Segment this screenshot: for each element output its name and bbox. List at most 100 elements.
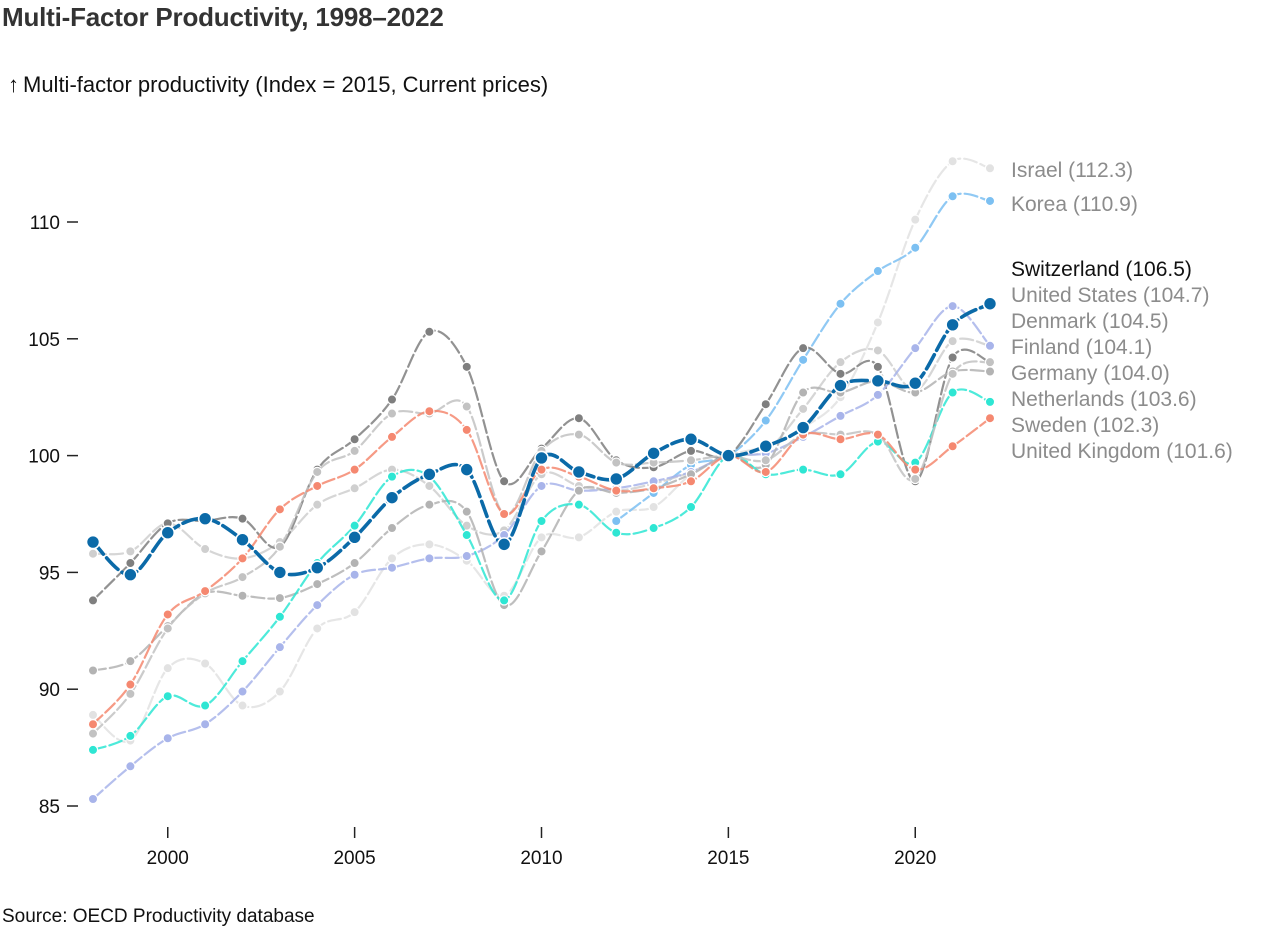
data-point	[947, 352, 958, 363]
data-point	[608, 471, 624, 487]
data-point	[424, 326, 435, 337]
data-point	[384, 490, 400, 505]
data-point	[461, 529, 472, 541]
data-point	[461, 424, 472, 436]
data-point	[498, 476, 510, 487]
data-point	[611, 457, 622, 468]
data-point	[835, 410, 846, 422]
data-point	[424, 499, 435, 510]
x-tick-label: 2020	[894, 848, 936, 869]
data-point	[611, 506, 622, 517]
legend-label-switzerland: Switzerland (106.5)	[1011, 258, 1192, 281]
data-point	[797, 354, 809, 366]
data-point	[125, 557, 136, 569]
data-point	[534, 450, 549, 466]
data-point	[237, 700, 248, 711]
data-point	[422, 466, 437, 482]
data-point	[162, 691, 173, 702]
series-netherlands	[87, 387, 996, 756]
data-point	[945, 317, 960, 333]
data-point	[947, 191, 958, 202]
data-point	[125, 688, 136, 700]
data-point	[573, 413, 585, 424]
data-point	[87, 709, 99, 721]
data-point	[85, 534, 101, 550]
data-point	[797, 342, 809, 354]
data-point	[237, 686, 248, 697]
y-tick-label: 85	[39, 797, 60, 818]
data-point	[536, 480, 547, 492]
data-point	[646, 445, 661, 461]
data-point	[386, 553, 398, 564]
data-point	[797, 464, 809, 475]
data-point	[349, 483, 360, 494]
data-point	[573, 532, 585, 543]
x-tick-label: 2010	[520, 848, 562, 869]
data-point	[984, 356, 996, 368]
data-point	[162, 623, 173, 634]
data-point	[386, 408, 398, 419]
data-point	[237, 571, 248, 583]
data-point	[349, 557, 360, 569]
data-point	[685, 501, 697, 513]
data-point	[498, 508, 510, 520]
data-point	[312, 623, 323, 634]
data-point	[795, 420, 811, 435]
data-point	[312, 599, 323, 611]
series-united-kingdom	[87, 406, 996, 730]
data-point	[536, 464, 547, 475]
data-point	[835, 469, 846, 480]
data-point	[947, 368, 958, 380]
data-point	[947, 387, 958, 398]
legend-label-israel: Israel (112.3)	[1011, 159, 1133, 182]
data-point	[872, 345, 884, 356]
data-point	[611, 485, 622, 496]
data-point	[237, 553, 248, 564]
data-point	[835, 298, 846, 309]
data-point	[199, 543, 211, 555]
data-point	[760, 455, 771, 466]
data-point	[424, 553, 435, 564]
y-tick-label: 95	[39, 563, 60, 584]
y-axis-label: ↑ Multi-factor productivity (Index = 2015…	[8, 72, 548, 98]
data-point	[910, 473, 921, 485]
data-point	[424, 406, 435, 417]
data-point	[872, 389, 884, 401]
data-point	[237, 590, 248, 601]
data-point	[872, 265, 884, 277]
data-point	[573, 499, 585, 510]
data-point	[721, 448, 736, 463]
data-point	[87, 595, 99, 606]
data-point	[312, 578, 323, 590]
data-point	[685, 476, 697, 487]
data-point	[872, 317, 884, 328]
data-point	[272, 565, 288, 580]
data-point	[496, 537, 512, 552]
legend-label-denmark: Denmark (104.5)	[1011, 310, 1169, 333]
legend-label-korea: Korea (110.9)	[1011, 193, 1138, 216]
data-point	[910, 464, 921, 475]
data-point	[162, 662, 173, 674]
data-point	[907, 375, 923, 391]
data-point	[797, 387, 809, 398]
data-point	[199, 719, 211, 730]
data-point	[984, 396, 996, 408]
data-point	[984, 163, 996, 174]
data-point	[125, 679, 136, 690]
data-point	[685, 455, 697, 466]
data-point	[274, 611, 286, 622]
data-point	[461, 361, 472, 373]
data-point	[125, 761, 136, 772]
data-point	[910, 214, 921, 225]
data-point	[947, 441, 958, 452]
series-korea	[611, 191, 996, 527]
data-point	[125, 655, 136, 667]
x-tick-label: 2000	[147, 848, 189, 869]
y-tick-label: 110	[30, 213, 60, 234]
data-point	[910, 242, 921, 253]
data-point	[835, 356, 846, 368]
data-point	[349, 520, 360, 531]
data-point	[237, 513, 248, 524]
data-point	[87, 665, 99, 676]
up-arrow-icon: ↑	[8, 72, 19, 97]
